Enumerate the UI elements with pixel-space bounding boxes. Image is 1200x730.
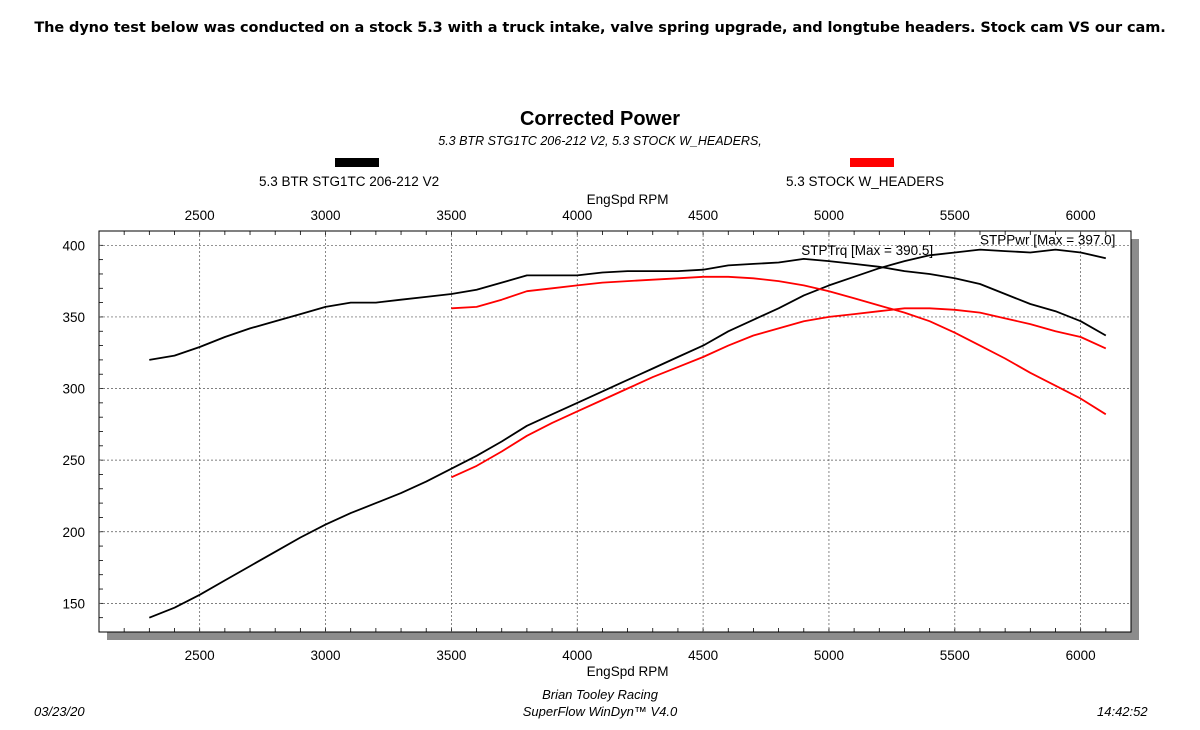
annotation-power-max: STPPwr [Max = 397.0] [980, 232, 1115, 247]
y-tick-label: 200 [62, 525, 85, 540]
x-axis-label-bottom: EngSpd RPM [587, 664, 669, 679]
x-tick-label-top: 4000 [562, 208, 592, 223]
y-tick-label: 400 [62, 238, 85, 253]
page-heading: The dyno test below was conducted on a s… [34, 20, 1166, 36]
x-axis-label-top: EngSpd RPM [587, 192, 669, 207]
footer-time: 14:42:52 [1097, 704, 1148, 719]
x-tick-label-bottom: 3500 [436, 648, 466, 663]
legend-label-btr: 5.3 BTR STG1TC 206-212 V2 [259, 174, 440, 189]
legend-swatch-stock [850, 158, 894, 167]
series-line-1 [148, 248, 1106, 619]
chart-title: Corrected Power [519, 108, 681, 130]
y-tick-label: 300 [62, 382, 85, 397]
x-tick-label-top: 5500 [940, 208, 970, 223]
x-tick-label-top: 3000 [311, 208, 341, 223]
x-tick-label-bottom: 4500 [688, 648, 718, 663]
series-line-3 [451, 307, 1107, 479]
y-tick-label: 150 [62, 596, 85, 611]
chart-subtitle: 5.3 BTR STG1TC 206-212 V2, 5.3 STOCK W_H… [438, 134, 762, 148]
x-tick-label-bottom: 2500 [185, 648, 215, 663]
x-tick-label-bottom: 6000 [1066, 648, 1096, 663]
x-tick-label-bottom: 4000 [562, 648, 592, 663]
x-tick-label-top: 2500 [185, 208, 215, 223]
x-tick-label-top: 4500 [688, 208, 718, 223]
x-tick-label-top: 5000 [814, 208, 844, 223]
annotation-torque-max: STPTrq [Max = 390.5] [801, 243, 933, 258]
x-tick-label-bottom: 3000 [311, 648, 341, 663]
series-line-2 [451, 275, 1107, 416]
x-tick-label-bottom: 5500 [940, 648, 970, 663]
y-tick-label: 250 [62, 453, 85, 468]
plot-area [98, 230, 1132, 633]
series-line-0 [149, 257, 1107, 361]
y-tick-label: 350 [62, 310, 85, 325]
x-tick-label-top: 3500 [436, 208, 466, 223]
legend-swatch-btr [335, 158, 379, 167]
footer-credit-software: SuperFlow WinDyn™ V4.0 [522, 704, 678, 719]
x-tick-label-bottom: 5000 [814, 648, 844, 663]
legend-label-stock: 5.3 STOCK W_HEADERS [786, 174, 945, 189]
x-tick-label-top: 6000 [1066, 208, 1096, 223]
footer-credit-company: Brian Tooley Racing [542, 687, 658, 702]
footer-date: 03/23/20 [34, 704, 85, 719]
